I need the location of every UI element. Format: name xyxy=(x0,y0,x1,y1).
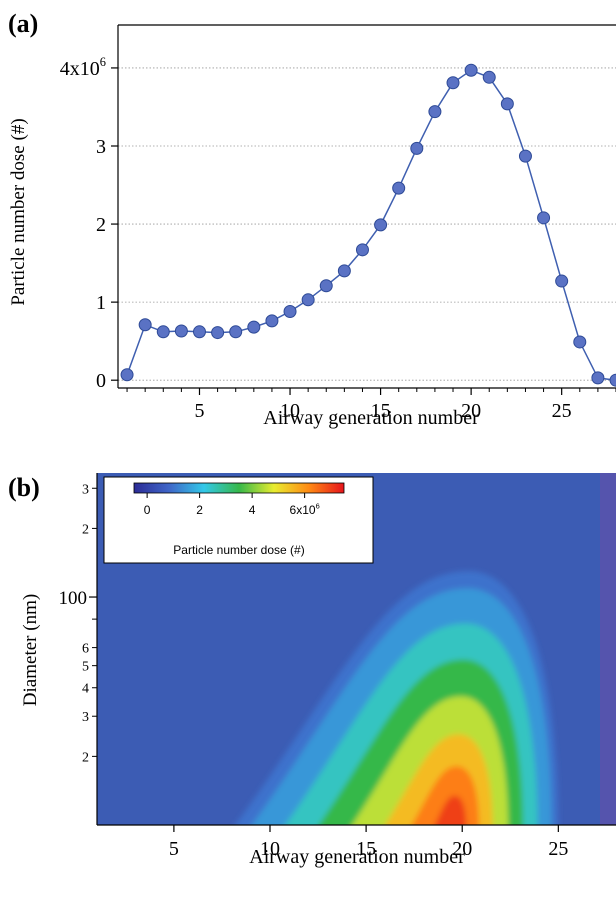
colorbar-gradient xyxy=(133,482,345,494)
panel-a-data-point xyxy=(265,314,279,328)
panel-a-y-tick-label: 2 xyxy=(96,214,106,236)
panel-a-series xyxy=(120,63,616,387)
panel-a-x-tick-label: 15 xyxy=(371,400,391,422)
panel-b-x-ticks: 5 10 15 20 25 xyxy=(169,825,568,860)
panel-b-y-minor-tick-label: 6 xyxy=(82,642,89,657)
panel-a-data-point xyxy=(573,335,587,349)
panel-a-data-point xyxy=(428,105,442,119)
panel-a-data-point xyxy=(337,264,351,278)
panel-a-x-tick-label: 25 xyxy=(552,400,572,422)
panel-a-x-tick-label: 20 xyxy=(461,400,481,422)
heatmap-contours xyxy=(235,571,559,825)
panel-b-x-tick-label: 25 xyxy=(548,838,568,860)
panel-a-y-ticks: 0 1 2 3 4x106 xyxy=(60,55,118,392)
panel-a-data-point xyxy=(174,324,188,338)
panel-a-data-point xyxy=(229,325,243,339)
panel-a-data-point xyxy=(192,325,206,339)
colorbar-tick-label: 0 xyxy=(144,503,151,517)
panel-a-data-point xyxy=(319,279,333,293)
panel-a-data-point xyxy=(537,211,551,225)
panel-b-y-minor-tick-label: 2 xyxy=(82,522,89,537)
colorbar-tick-label: 2 xyxy=(196,503,203,517)
panel-a-data-point xyxy=(247,320,261,334)
panel-a-y-tick-label: 1 xyxy=(96,292,106,314)
panel-a-data-point xyxy=(464,63,478,77)
heatmap-right-edge xyxy=(600,473,616,825)
panel-b-y-minor-tick-label: 3 xyxy=(82,482,89,497)
panel-a-gridlines xyxy=(118,67,616,381)
panel-a-data-point xyxy=(518,149,532,163)
panel-a-data-point xyxy=(211,326,225,340)
panel-a-x-ticks: 5 10 15 20 25 xyxy=(126,388,616,422)
panel-b-x-tick-label: 5 xyxy=(169,838,179,860)
panel-a-data-point xyxy=(138,318,152,332)
panel-a-data-point xyxy=(355,243,369,257)
panel-a-data-point xyxy=(410,141,424,155)
panel-a-data-point xyxy=(555,274,569,288)
panel-b-y-minor-tick-label: 2 xyxy=(82,750,89,765)
panel-a-label: (a) xyxy=(8,9,38,38)
panel-a-y-axis-label: Particle number dose (#) xyxy=(8,118,29,305)
panel-a-y-tick-label: 0 xyxy=(96,370,106,392)
panel-a-data-point xyxy=(283,304,297,318)
panel-a-data-point xyxy=(301,293,315,307)
panel-b-x-tick-label: 15 xyxy=(356,838,376,860)
panel-a-data-point xyxy=(120,368,134,382)
panel-b-x-axis-label: Airway generation number xyxy=(249,846,465,868)
panel-a-data-point xyxy=(392,181,406,195)
colorbar-legend: 0 2 4 6x106 Particle number dose (#) xyxy=(103,476,374,564)
panel-b-label: (b) xyxy=(8,473,40,502)
panel-a-x-tick-label: 5 xyxy=(194,400,204,422)
panel-a-data-point xyxy=(156,325,170,339)
panel-a-y-tick-label: 4x106 xyxy=(60,55,106,80)
panel-a-y-tick-label: 3 xyxy=(96,136,106,158)
panel-b-y-minor-tick-label: 5 xyxy=(82,660,89,675)
panel-a-axes xyxy=(117,24,616,389)
panel-a-x-tick-label: 10 xyxy=(280,400,300,422)
panel-a-x-axis-label: Airway generation number xyxy=(263,407,479,429)
panel-b-x-tick-label: 20 xyxy=(452,838,472,860)
panel-b-x-tick-label: 10 xyxy=(260,838,280,860)
panel-b-y-tick-label: 100 xyxy=(59,588,88,609)
panel-b-axes xyxy=(96,473,616,826)
colorbar-ticks: 0 2 4 6x106 xyxy=(144,493,320,517)
panel-a: (a) 0 1 2 3 4x106 5 10 15 20 25 Particle number … xyxy=(8,9,616,429)
panel-a-data-point xyxy=(446,76,460,90)
panel-a-data-point xyxy=(500,97,514,111)
colorbar-tick-label: 6x106 xyxy=(290,502,320,517)
panel-a-data-point xyxy=(374,218,388,232)
colorbar-tick-label: 4 xyxy=(249,503,256,517)
panel-a-data-point xyxy=(482,70,496,84)
panel-b-y-minor-tick-label: 3 xyxy=(82,710,89,725)
panel-a-data-point xyxy=(609,373,616,387)
panel-a-data-point xyxy=(591,371,605,385)
heatmap-contour-level xyxy=(434,795,467,825)
panel-a-series-line xyxy=(126,69,616,381)
panel-b-y-minor-tick-label: 4 xyxy=(82,682,89,697)
panel-b-y-ticks: 100 2 3 4 5 6 2 3 xyxy=(59,482,97,765)
colorbar-label: Particle number dose (#) xyxy=(173,543,304,557)
panel-b-y-axis-label: Diameter (nm) xyxy=(20,594,41,706)
